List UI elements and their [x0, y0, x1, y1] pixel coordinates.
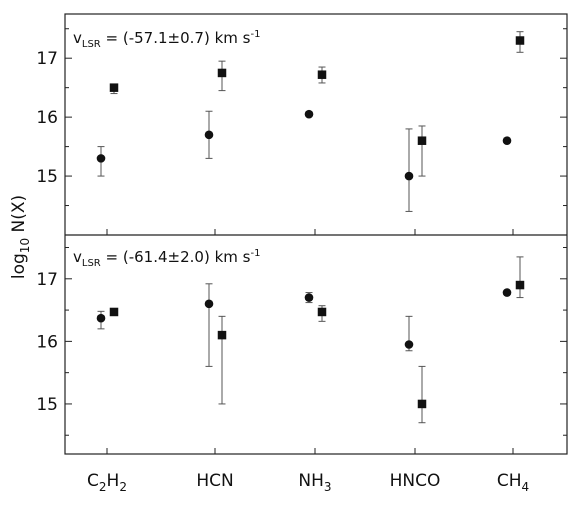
panel-1-label-sup: -1: [250, 29, 260, 40]
y-axis-label-rest: N(X): [9, 195, 29, 238]
panel-2-label: vLSR = (-61.4±2.0) km s-1: [73, 248, 260, 269]
plot-frame: [64, 13, 568, 455]
x-tick-label-c2h2-sub2: 2: [119, 480, 127, 494]
x-tick-label-c2h2: C2H2: [87, 471, 127, 494]
x-tick-label-hnco-main: HNCO: [390, 471, 441, 491]
panel-1-label-pre: v: [73, 29, 82, 47]
circle-point: [502, 136, 512, 146]
x-tick-label-c2h2-sub1: 2: [99, 480, 107, 494]
panel-1-label-sub: LSR: [82, 39, 101, 50]
square-point: [109, 307, 119, 317]
circle-point: [96, 313, 106, 323]
x-tick-label-c2h2-mid: H: [107, 471, 120, 491]
panel-2-label-pre: v: [73, 248, 82, 266]
square-point: [515, 280, 525, 290]
circle-point: [204, 130, 214, 140]
x-tick-label-nh3-sub: 3: [324, 480, 332, 494]
y-tick-label-p2-0: 15: [36, 395, 58, 415]
square-point: [217, 68, 227, 78]
y-tick-label-p1-0: 15: [36, 167, 58, 187]
panel-2-label-mid: = (-61.4±2.0) km s: [101, 248, 251, 266]
square-point: [317, 70, 327, 79]
circle-point: [502, 288, 512, 297]
x-tick-label-ch4-main: CH: [497, 471, 522, 491]
circle-point: [204, 299, 214, 309]
y-tick-label-p1-2: 17: [36, 49, 58, 69]
data-marks: [96, 31, 525, 424]
circle-point: [96, 154, 106, 163]
circle-point: [404, 340, 414, 349]
y-axis-label: log10 N(X): [9, 195, 32, 279]
x-tick-label-hcn: HCN: [196, 471, 233, 491]
y-tick-label-p1-1: 16: [36, 108, 58, 128]
circle-point: [304, 109, 314, 119]
y-axis-label-sub: 10: [18, 238, 32, 253]
y-tick-label-p2-1: 16: [36, 332, 58, 352]
panel-1-label: vLSR = (-57.1±0.7) km s-1: [73, 29, 260, 50]
axis-ticks: [65, 28, 567, 454]
y-axis-label-main: log: [9, 253, 29, 279]
square-point: [217, 330, 227, 340]
square-point: [515, 36, 525, 45]
x-tick-label-hcn-main: HCN: [196, 471, 233, 491]
x-tick-label-c2h2-main: C: [87, 471, 99, 491]
panel-2-label-sup: -1: [250, 248, 260, 259]
circle-point: [304, 293, 314, 302]
x-tick-label-hnco: HNCO: [390, 471, 441, 491]
square-point: [109, 83, 119, 92]
square-point: [417, 399, 427, 409]
x-tick-label-nh3: NH3: [298, 471, 331, 494]
circle-point: [404, 171, 414, 181]
x-tick-label-ch4-sub: 4: [522, 480, 530, 494]
y-tick-label-p2-2: 17: [36, 270, 58, 290]
x-tick-label-nh3-main: NH: [298, 471, 324, 491]
x-tick-label-ch4: CH4: [497, 471, 529, 494]
panel-1-label-mid: = (-57.1±0.7) km s: [101, 29, 251, 47]
panel-2-label-sub: LSR: [82, 258, 101, 269]
square-point: [417, 136, 427, 145]
square-point: [317, 307, 327, 317]
